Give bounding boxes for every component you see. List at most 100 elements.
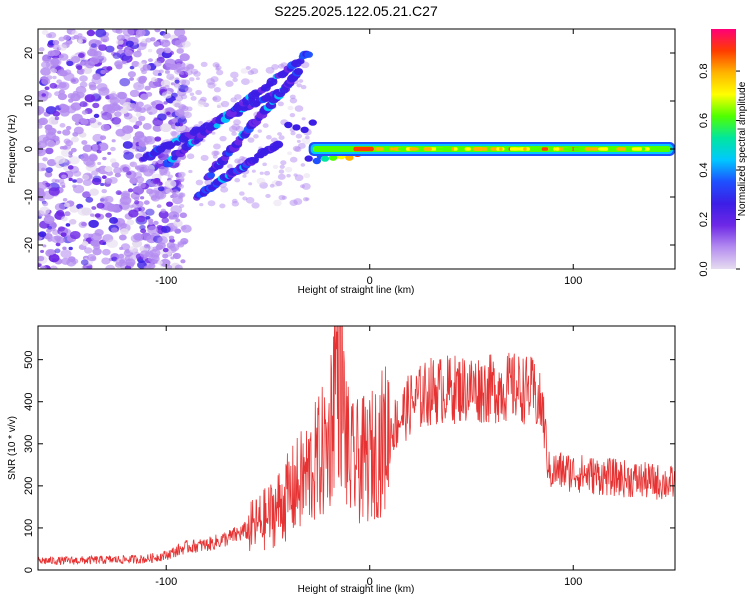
spectrogram-noise-blob: [92, 102, 100, 109]
spectrogram-noise-blob: [296, 83, 302, 88]
spectrogram-noise-blob: [124, 265, 132, 269]
spectrogram-noise-blob: [109, 217, 119, 224]
spectrogram-noise-blob: [177, 195, 184, 200]
spectrogram-noise-blob: [300, 85, 307, 90]
spectrogram-noise-blob: [120, 228, 129, 235]
spectrogram-noise-blob: [153, 220, 159, 225]
spectrogram-noise-blob: [128, 209, 139, 218]
spectrogram-noise-blob: [277, 173, 286, 180]
spectrogram-noise-blob: [160, 208, 167, 213]
spectrogram-noise-blob: [68, 177, 73, 182]
spectrogram-noise-blob: [133, 50, 142, 58]
spectrogram-noise-blob: [182, 40, 191, 48]
spectrogram-noise-blob: [259, 171, 264, 175]
spectrogram-noise-blob: [39, 206, 50, 215]
spectrogram-noise-blob: [281, 195, 287, 200]
spectrogram-noise-blob: [179, 203, 185, 208]
spectrogram-noise-blob: [82, 144, 93, 153]
spectrogram-noise-blob: [136, 101, 144, 108]
spectrogram-noise-blob: [38, 117, 48, 126]
spectrogram-noise-blob: [119, 196, 132, 205]
spectrogram-noise-blob: [145, 208, 155, 216]
spectrogram-noise-blob: [94, 229, 104, 237]
spectrogram-noise-blob: [130, 234, 142, 243]
steady-band-hotspot: [464, 147, 471, 151]
spectrogram-noise-blob: [64, 144, 72, 150]
spectrogram-noise-blob: [219, 135, 227, 142]
spectrogram-noise-blob: [265, 66, 275, 74]
spectrogram-noise-blob: [127, 188, 134, 193]
spectrogram-noise-blob: [106, 239, 118, 249]
spectrogram-transition-blob: [304, 155, 313, 162]
steady-band-hotspot: [553, 147, 556, 151]
spectrogram-noise-blob: [158, 210, 169, 219]
spectrogram-noise-blob: [137, 182, 146, 189]
spectrogram-noise-blob: [293, 198, 303, 206]
spectrogram-noise-blob: [173, 29, 186, 37]
spectrogram-noise-blob: [174, 102, 181, 108]
spectrogram-branch-blob: [304, 51, 313, 58]
spectrogram-noise-blob: [85, 60, 90, 64]
spectrogram-noise-blob: [57, 130, 62, 135]
spectrogram-noise-blob: [227, 164, 233, 169]
spectrogram-noise-blob: [186, 153, 195, 160]
steady-band-hotspot: [374, 147, 384, 151]
spectrogram-noise-blob: [165, 188, 173, 195]
spectrogram-noise-blob: [166, 63, 175, 71]
spectrogram-noise-blob: [136, 145, 141, 150]
spectrogram-noise-blob: [180, 238, 189, 245]
spectrogram-noise-blob: [129, 161, 138, 168]
spectrogram-noise-blob: [71, 136, 79, 143]
spectrogram-noise-blob: [49, 265, 58, 269]
snr-panel: -100 0 100 0 100 200 300 400 500 Height of stra…: [7, 325, 676, 595]
spectrogram-noise-blob: [174, 58, 183, 66]
spectrogram-noise-blob: [56, 210, 65, 216]
spectrogram-noise-blob: [52, 40, 60, 46]
spectrogram-noise-blob: [177, 117, 188, 125]
spectrogram-noise-blob: [157, 186, 165, 192]
spectrogram-noise-blob: [100, 69, 107, 75]
spectrogram-noise-blob: [70, 55, 81, 64]
spectrogram-noise-blob: [174, 79, 180, 84]
spectrogram-branch-blob: [293, 67, 304, 76]
spectrogram-y-tick-label: 0: [23, 146, 35, 152]
spectrogram-noise-blob: [290, 131, 296, 136]
colorbar-tick-label: 0.2: [698, 212, 710, 227]
spectrogram-noise-blob: [212, 154, 218, 159]
spectrogram-noise-blob: [75, 177, 84, 184]
steady-band-hotspot: [409, 147, 417, 151]
spectrogram-noise-blob: [152, 124, 163, 132]
spectrogram-noise-blob: [45, 167, 53, 173]
spectrogram-noise-blob: [148, 111, 153, 115]
spectrogram-y-tick-label: 10: [23, 95, 35, 107]
spectrogram-noise-blob: [153, 41, 161, 47]
spectrogram-noise-blob: [67, 165, 74, 170]
spectrogram-noise-blob: [50, 116, 55, 120]
spectrogram-noise-blob: [52, 43, 61, 50]
spectrogram-noise-blob: [156, 204, 162, 209]
spectrogram-noise-blob: [79, 75, 88, 82]
spectrogram-noise-blob: [110, 146, 116, 152]
spectrogram-noise-blob: [135, 120, 143, 126]
spectrogram-x-tick-label: 0: [367, 275, 373, 287]
spectrogram-noise-blob: [92, 175, 102, 183]
spectrogram-noise-blob: [114, 172, 122, 178]
spectrogram-noise-blob: [188, 169, 193, 174]
spectrogram-noise-blob: [62, 129, 71, 136]
spectrogram-noise-blob: [280, 160, 287, 166]
spectrogram-noise-blob: [134, 131, 145, 139]
spectrogram-noise-blob: [289, 113, 296, 118]
spectrogram-noise-blob: [278, 135, 285, 140]
spectrogram-noise-blob: [179, 79, 187, 85]
steady-band-hotspot: [436, 147, 444, 151]
spectrogram-noise-blob: [42, 201, 49, 207]
spectrogram-noise-blob: [67, 256, 76, 263]
spectrogram-noise-blob: [231, 200, 239, 207]
spectrogram-noise-blob: [179, 53, 190, 62]
spectrogram-noise-blob: [262, 162, 267, 167]
spectrogram-noise-blob: [278, 169, 285, 174]
spectrogram-noise-blob: [99, 197, 108, 204]
spectrogram-noise-blob: [89, 117, 97, 124]
spectrogram-noise-blob: [213, 150, 220, 156]
